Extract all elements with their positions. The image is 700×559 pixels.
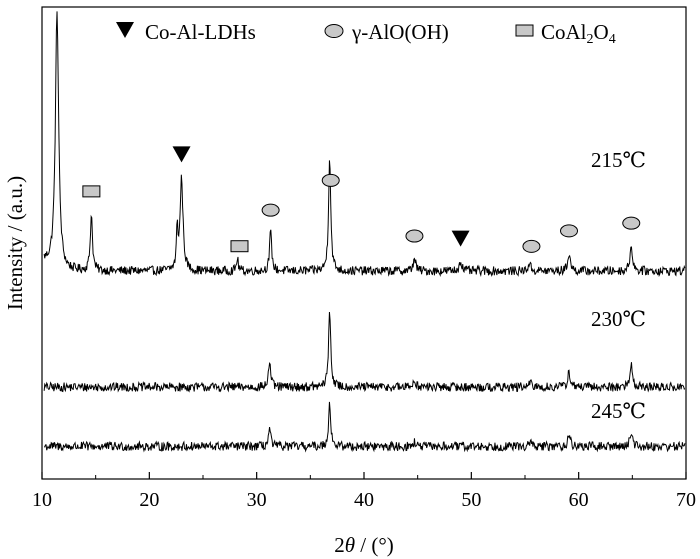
x-axis-title: 2θ / (°) [334, 533, 394, 557]
y-axis-title: Intensity / (a.u.) [3, 176, 27, 310]
marker-coal2o4 [230, 240, 249, 253]
tick-layer: 10 20 30 40 50 60 70 [32, 472, 696, 511]
legend-label-co-al-ldhs: Co-Al-LDHs [145, 20, 256, 44]
legend-ellipse-marker [324, 24, 344, 38]
series-label-215: 215℃ [591, 148, 646, 172]
legend: Co-Al-LDHs γ-AlO(OH) CoAl2O4 [116, 20, 616, 47]
x-tick-label: 30 [247, 489, 267, 511]
series-label-230: 230℃ [591, 307, 646, 331]
series-line-2 [43, 401, 686, 453]
marker-gamma-alooh [522, 239, 541, 253]
x-tick-label: 50 [461, 489, 481, 511]
x-tick-label: 70 [676, 489, 696, 511]
marker-coal2o4 [82, 185, 101, 198]
marker-gamma-alooh [560, 224, 579, 238]
legend-label-gamma-alooh: γ-AlO(OH) [351, 20, 449, 44]
marker-gamma-alooh [405, 229, 424, 243]
marker-gamma-alooh [622, 216, 641, 230]
legend-label-coal2o4: CoAl2O4 [541, 20, 616, 47]
marker-co-al-ldhs [451, 230, 470, 247]
x-tick-label: 10 [32, 489, 52, 511]
marker-gamma-alooh [321, 173, 340, 187]
x-tick-label: 60 [569, 489, 589, 511]
x-tick-label: 40 [354, 489, 374, 511]
marker-layer [82, 146, 641, 253]
x-tick-label: 20 [139, 489, 159, 511]
marker-co-al-ldhs [172, 146, 191, 163]
series-label-245: 245℃ [591, 399, 646, 423]
legend-rect-marker [515, 24, 534, 37]
plot-frame [41, 6, 687, 480]
series-line-1 [43, 312, 686, 393]
series-layer [43, 11, 686, 453]
series-line-0 [43, 11, 686, 278]
marker-gamma-alooh [261, 203, 280, 217]
legend-triangle-marker [116, 22, 134, 38]
